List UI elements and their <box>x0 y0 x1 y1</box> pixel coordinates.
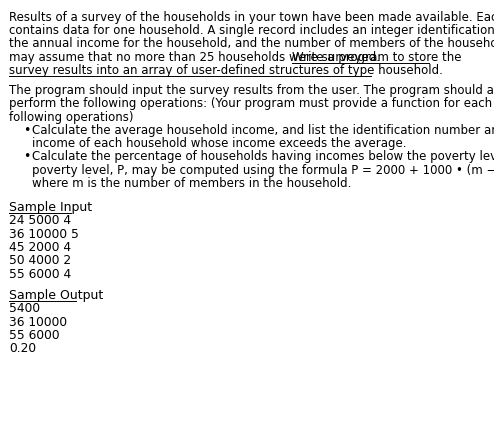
Text: Calculate the average household income, and list the identification number and: Calculate the average household income, … <box>32 124 494 137</box>
Text: 50 4000 2: 50 4000 2 <box>9 254 71 267</box>
Text: 5400: 5400 <box>9 302 40 316</box>
Text: Write a program to store the: Write a program to store the <box>292 51 462 63</box>
Text: The program should input the survey results from the user. The program should al: The program should input the survey resu… <box>9 84 494 97</box>
Text: •: • <box>23 124 30 137</box>
Text: perform the following operations: (Your program must provide a function for each: perform the following operations: (Your … <box>9 97 494 110</box>
Text: 55 6000 4: 55 6000 4 <box>9 268 71 281</box>
Text: survey results into an array of user-defined structures of type household.: survey results into an array of user-def… <box>9 64 443 77</box>
Text: 45 2000 4: 45 2000 4 <box>9 241 71 254</box>
Text: the annual income for the household, and the number of members of the household.: the annual income for the household, and… <box>9 37 494 50</box>
Text: 36 10000: 36 10000 <box>9 316 67 329</box>
Text: Results of a survey of the households in your town have been made available. Eac: Results of a survey of the households in… <box>9 11 494 24</box>
Text: contains data for one household. A single record includes an integer identificat: contains data for one household. A singl… <box>9 24 494 37</box>
Text: income of each household whose income exceeds the average.: income of each household whose income ex… <box>32 137 406 150</box>
Text: following operations): following operations) <box>9 110 133 124</box>
Text: Sample Input: Sample Input <box>9 201 92 214</box>
Text: poverty level, P, may be computed using the formula P = 2000 + 1000 • (m − 2): poverty level, P, may be computed using … <box>32 164 494 177</box>
Text: Calculate the percentage of households having incomes below the poverty level. T: Calculate the percentage of households h… <box>32 151 494 163</box>
Text: may assume that no more than 25 households were surveyed.: may assume that no more than 25 househol… <box>9 51 384 63</box>
Text: 24 5000 4: 24 5000 4 <box>9 214 71 228</box>
Text: 36 10000 5: 36 10000 5 <box>9 228 79 241</box>
Text: Sample Output: Sample Output <box>9 289 103 302</box>
Text: •: • <box>23 151 30 163</box>
Text: where m is the number of members in the household.: where m is the number of members in the … <box>32 177 351 190</box>
Text: 55 6000: 55 6000 <box>9 329 59 342</box>
Text: 0.20: 0.20 <box>9 342 36 355</box>
